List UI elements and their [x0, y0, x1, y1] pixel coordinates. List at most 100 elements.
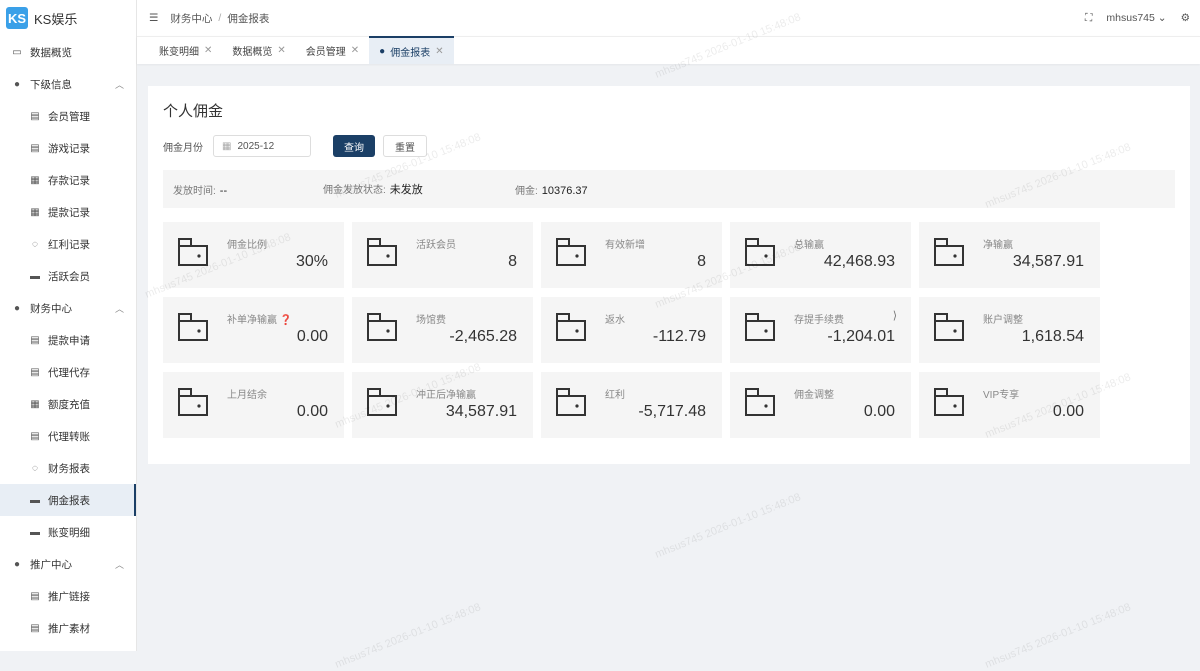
wallet-icon	[744, 237, 776, 267]
sidebar-item[interactable]: ▬ 活跃会员	[0, 260, 136, 292]
tab[interactable]: 账变明细 ✕	[149, 36, 222, 64]
sidebar-item-label: 游戏记录	[48, 142, 90, 155]
stat-value: 42,468.93	[823, 253, 895, 270]
stat-label: 账户调整	[983, 311, 1023, 326]
wallet-icon	[933, 237, 965, 267]
header: ☰ 财务中心 / 佣金报表 ⛶ mhsus745 ⌄ ⚙	[137, 0, 1200, 36]
tab-label: 会员管理	[305, 46, 346, 58]
sidebar-item[interactable]: ▬ 账变明细	[0, 516, 136, 548]
reset-button[interactable]: 重置	[383, 135, 427, 157]
close-icon[interactable]: ✕	[277, 44, 286, 56]
fullscreen-icon[interactable]: ⛶	[1085, 11, 1093, 24]
month-picker[interactable]: ▦ 2025-12	[213, 135, 311, 157]
tab-bar: 账变明细 ✕ 数据概览 ✕ 会员管理 ✕ ● 佣金报表 ✕	[137, 36, 1200, 64]
stat-label: 活跃会员	[416, 236, 456, 251]
stat-card: 上月结余 0.00	[163, 372, 344, 438]
tab[interactable]: ● 佣金报表 ✕	[369, 36, 454, 64]
sidebar-item[interactable]: ▤ 会员管理	[0, 100, 136, 132]
doc-icon: ▤	[30, 590, 40, 602]
wallet-icon	[744, 312, 776, 342]
sidebar-item[interactable]: ▬ 佣金报表	[0, 484, 136, 516]
sidebar-item-label: 提款记录	[48, 206, 90, 219]
user-icon: ●	[13, 302, 21, 314]
stat-card: 场馆费 -2,465.28	[352, 297, 533, 363]
sidebar-item[interactable]: ▦ 存款记录	[0, 164, 136, 196]
tab[interactable]: 会员管理 ✕	[296, 36, 369, 64]
card-icon: ▬	[30, 526, 40, 538]
sidebar-item[interactable]: ▤ 推广素材	[0, 612, 136, 644]
sidebar-item[interactable]: ◌ 财务报表	[0, 452, 136, 484]
sidebar-item[interactable]: ● 推广中心 ︿	[0, 548, 136, 580]
query-button[interactable]: 查询	[333, 135, 375, 157]
sidebar-item[interactable]: ● 财务中心 ︿	[0, 292, 136, 324]
close-icon[interactable]: ✕	[350, 44, 360, 56]
stat-value: 0.00	[1052, 403, 1084, 420]
stat-card: 活跃会员 8	[352, 222, 533, 288]
stat-label: 存提手续费	[794, 311, 844, 326]
sidebar-item[interactable]: ◌ 红利记录	[0, 228, 136, 260]
stat-card: 补单净输赢 ❓ 0.00	[163, 297, 344, 363]
tab[interactable]: 数据概览 ✕	[222, 36, 295, 64]
close-icon[interactable]: ✕	[435, 45, 444, 57]
stat-cards: 佣金比例 30% 活跃会员 8 有效新增 8 总输赢 42,468.93 净输赢 34,587.9…	[163, 222, 1175, 438]
breadcrumb-item[interactable]: 财务中心	[170, 12, 213, 25]
menu-toggle-icon[interactable]: ☰	[149, 12, 159, 24]
sidebar-item[interactable]: ▦ 额度充值	[0, 388, 136, 420]
sidebar-item-label: 佣金报表	[48, 494, 90, 507]
sidebar-item-label: 账变明细	[48, 526, 90, 539]
stat-label: 返水	[605, 311, 625, 326]
stat-label: 红利	[605, 386, 625, 401]
sidebar-item[interactable]: ● 下级信息 ︿	[0, 68, 136, 100]
payout-time: 发放时间: --	[173, 182, 323, 197]
calendar-icon: ▦	[30, 398, 40, 410]
sidebar-item[interactable]: ▤ 游戏记录	[0, 132, 136, 164]
stat-label: 冲正后净输赢	[416, 386, 476, 401]
sidebar-item-label: 财务报表	[48, 462, 90, 475]
sidebar-item[interactable]: ▤ 推广链接	[0, 580, 136, 612]
active-dot-icon: ●	[379, 45, 386, 57]
card-icon: ▬	[30, 494, 40, 506]
doc-icon: ▤	[30, 142, 40, 154]
sidebar-item[interactable]: ▭ 数据概览	[0, 36, 136, 68]
stat-label-text: 总输赢	[794, 240, 824, 251]
sidebar-item[interactable]: ▤ 代理转账	[0, 420, 136, 452]
stat-label: 补单净输赢 ❓	[227, 311, 292, 326]
gear-icon[interactable]: ⚙	[1180, 12, 1190, 24]
stat-label-text: 佣金调整	[794, 390, 834, 401]
month-label: 佣金月份	[163, 142, 203, 154]
wallet-icon	[933, 387, 965, 417]
stat-label: 有效新增	[605, 236, 645, 251]
stat-label: 场馆费	[416, 311, 446, 326]
help-icon[interactable]: ❓	[279, 315, 293, 326]
breadcrumb-separator: /	[218, 12, 222, 24]
stat-card: 账户调整 1,618.54	[919, 297, 1100, 363]
monitor-icon: ▭	[12, 46, 22, 58]
stat-value: 0.00	[863, 403, 895, 420]
chevron-up-icon: ︿	[114, 559, 124, 570]
sidebar-item[interactable]: ▦ 提款记录	[0, 196, 136, 228]
stat-value: 34,587.91	[445, 403, 517, 420]
gear-icon: ◌	[32, 462, 38, 474]
stat-card: 红利 -5,717.48	[541, 372, 722, 438]
close-icon[interactable]: ✕	[204, 44, 213, 56]
user-menu[interactable]: mhsus745 ⌄	[1106, 12, 1167, 24]
sidebar-item[interactable]: ▤ 代理代存	[0, 356, 136, 388]
card-icon: ▬	[30, 270, 40, 282]
chevron-right-circle-icon[interactable]: ⟩	[892, 310, 897, 322]
stat-label-text: 佣金比例	[227, 240, 267, 251]
user-icon: ●	[13, 78, 21, 90]
payout-status: 佣金发放状态: 未发放	[323, 181, 515, 197]
stat-label-text: 账户调整	[983, 315, 1023, 326]
sidebar-item[interactable]: ▤ 提款申请	[0, 324, 136, 356]
wallet-icon	[366, 312, 398, 342]
tab-label: 账变明细	[159, 46, 199, 58]
calendar-icon: ▦	[30, 206, 40, 218]
doc-icon: ▤	[30, 366, 40, 378]
sidebar-item-label: 下级信息	[30, 78, 72, 91]
stat-value: 0.00	[296, 328, 328, 345]
wallet-icon	[177, 237, 209, 267]
chevron-up-icon: ︿	[114, 79, 124, 90]
sidebar-item-label: 推广链接	[48, 590, 90, 603]
month-value: 2025-12	[237, 140, 275, 152]
wallet-icon	[555, 312, 587, 342]
